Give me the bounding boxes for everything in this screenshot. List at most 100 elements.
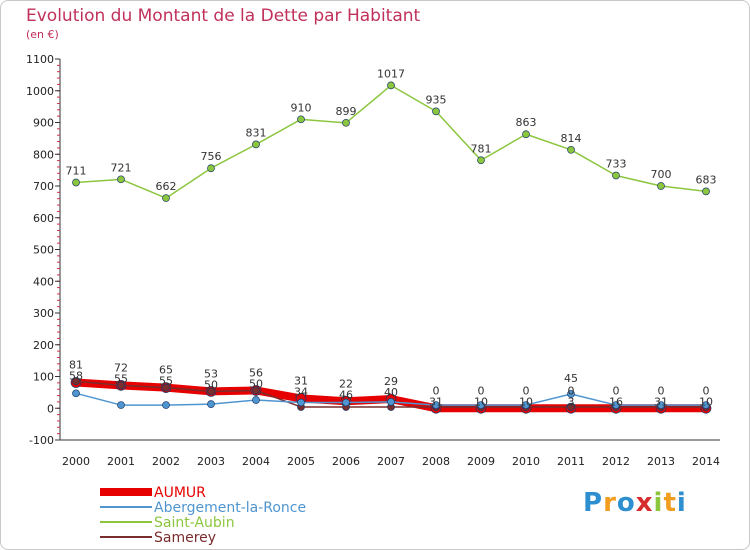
x-tick-label: 2007 (377, 455, 405, 468)
data-label: 31 (654, 395, 668, 408)
x-tick-label: 2013 (647, 455, 675, 468)
data-point (657, 401, 665, 409)
data-point (432, 107, 440, 116)
data-point (342, 118, 350, 127)
data-point (252, 396, 260, 404)
data-label: 831 (246, 126, 267, 139)
data-label: 0 (568, 384, 575, 397)
x-tick-label: 2011 (557, 455, 585, 468)
data-label: 53 (204, 367, 218, 380)
logo-letter: r (603, 488, 617, 518)
x-tick-label: 2004 (242, 455, 270, 468)
data-point (702, 187, 710, 196)
data-label: 31 (294, 374, 308, 387)
data-label: 31 (429, 395, 443, 408)
legend-label: AUMUR (154, 485, 206, 501)
data-label: 3 (568, 395, 575, 408)
data-point (387, 81, 395, 90)
legend-label: Abergement-la-Ronce (154, 500, 306, 516)
data-point (567, 403, 575, 411)
data-point (207, 400, 215, 408)
data-label: 910 (291, 101, 312, 114)
logo-letter: P (583, 488, 604, 518)
data-point (657, 182, 665, 190)
data-point (162, 383, 170, 392)
data-label: 721 (111, 161, 132, 174)
data-point (117, 175, 125, 184)
x-tick-label: 2005 (287, 455, 315, 468)
data-point (297, 115, 305, 124)
data-point (72, 377, 80, 386)
data-point (387, 398, 395, 406)
x-tick-label: 2002 (152, 455, 180, 468)
data-label: 10 (699, 395, 713, 408)
logo-letter: t (663, 488, 677, 518)
x-tick-label: 2012 (602, 455, 630, 468)
data-label: 81 (69, 359, 83, 372)
data-point (117, 401, 125, 409)
x-tick-label: 2009 (467, 455, 495, 468)
y-tick-label: 900 (33, 117, 54, 130)
y-tick-label: 1100 (26, 53, 54, 66)
x-tick-label: 2006 (332, 455, 360, 468)
data-label: 733 (606, 158, 627, 171)
data-label: 65 (159, 364, 173, 377)
x-tick-label: 2001 (107, 455, 135, 468)
y-tick-label: -100 (29, 434, 54, 447)
logo-letter: x (635, 488, 654, 518)
y-tick-label: 700 (33, 180, 54, 193)
x-tick-label: 2014 (692, 455, 720, 468)
y-tick-label: 400 (33, 275, 54, 288)
data-label: 683 (696, 173, 717, 186)
data-label: 756 (201, 150, 222, 163)
data-point (207, 387, 215, 396)
data-point (207, 164, 215, 173)
x-tick-label: 2010 (512, 455, 540, 468)
data-label: 58 (69, 370, 83, 383)
data-label: 662 (156, 180, 177, 193)
data-point (477, 156, 485, 165)
data-label: 45 (564, 372, 578, 385)
x-tick-label: 2008 (422, 455, 450, 468)
data-label: 1017 (377, 67, 405, 80)
data-label: 50 (204, 378, 218, 391)
data-point (342, 398, 350, 407)
x-tick-label: 2000 (62, 455, 90, 468)
data-label: 50 (249, 377, 263, 390)
data-point (702, 401, 710, 409)
y-tick-label: 500 (33, 244, 54, 257)
data-label: 56 (249, 366, 263, 379)
chart-subtitle: (en €) (26, 28, 59, 41)
data-label: 0 (478, 384, 485, 397)
data-label: 72 (114, 361, 128, 374)
data-label: 16 (609, 395, 623, 408)
data-point (612, 401, 620, 409)
logo-letter: i (653, 488, 664, 518)
data-point (72, 389, 80, 398)
data-label: 10 (519, 395, 533, 408)
y-tick-label: 200 (33, 339, 54, 352)
proxiti-logo: Proxiti (583, 488, 687, 518)
logo-letter: o (616, 488, 636, 518)
data-label: 899 (336, 105, 357, 118)
chart-title: Evolution du Montant de la Dette par Hab… (26, 6, 421, 26)
data-point (567, 145, 575, 154)
data-label: 0 (433, 384, 440, 397)
data-label: 55 (159, 375, 173, 388)
data-label: 0 (703, 384, 710, 397)
data-label: 935 (426, 93, 447, 106)
legend-label: Saint-Aubin (154, 515, 235, 531)
y-tick-label: 1000 (26, 85, 54, 98)
data-point (567, 390, 575, 398)
y-tick-label: 0 (47, 402, 54, 415)
data-label: 863 (516, 116, 537, 129)
data-point (162, 194, 170, 202)
data-point (117, 381, 125, 390)
data-point (72, 178, 80, 187)
data-label: 55 (114, 372, 128, 385)
y-tick-label: 800 (33, 148, 54, 161)
data-point (252, 386, 260, 395)
data-label: 46 (339, 388, 353, 401)
